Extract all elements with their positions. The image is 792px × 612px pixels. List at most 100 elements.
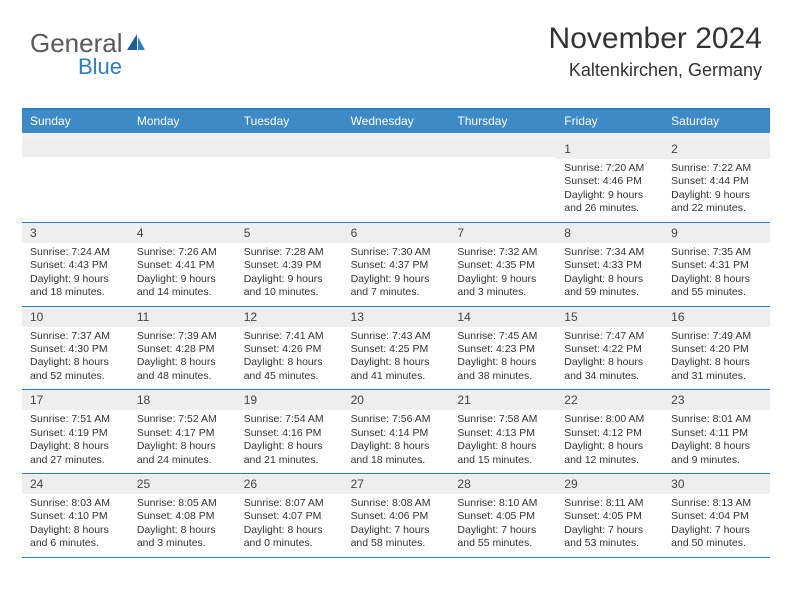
daylight-text-1: Daylight: 8 hours xyxy=(137,524,232,537)
sunrise-text: Sunrise: 8:10 AM xyxy=(457,497,552,510)
calendar-day-cell: 18Sunrise: 7:52 AMSunset: 4:17 PMDayligh… xyxy=(129,390,236,473)
sunset-text: Sunset: 4:20 PM xyxy=(671,343,766,356)
sunset-text: Sunset: 4:41 PM xyxy=(137,259,232,272)
daylight-text-2: and 55 minutes. xyxy=(671,286,766,299)
daylight-text-1: Daylight: 8 hours xyxy=(351,356,446,369)
weekday-header: Monday xyxy=(129,110,236,133)
day-details: Sunrise: 7:39 AMSunset: 4:28 PMDaylight:… xyxy=(129,327,236,390)
day-number xyxy=(449,139,556,157)
day-number: 9 xyxy=(663,223,770,243)
daylight-text-1: Daylight: 8 hours xyxy=(244,440,339,453)
day-number xyxy=(236,139,343,157)
day-number: 5 xyxy=(236,223,343,243)
daylight-text-1: Daylight: 8 hours xyxy=(671,356,766,369)
daylight-text-2: and 3 minutes. xyxy=(137,537,232,550)
daylight-text-2: and 48 minutes. xyxy=(137,370,232,383)
day-details: Sunrise: 7:20 AMSunset: 4:46 PMDaylight:… xyxy=(556,159,663,222)
sunset-text: Sunset: 4:44 PM xyxy=(671,175,766,188)
calendar-day-cell: 16Sunrise: 7:49 AMSunset: 4:20 PMDayligh… xyxy=(663,307,770,390)
daylight-text-1: Daylight: 9 hours xyxy=(564,189,659,202)
day-number: 8 xyxy=(556,223,663,243)
day-details: Sunrise: 8:10 AMSunset: 4:05 PMDaylight:… xyxy=(449,494,556,557)
calendar-day-cell: 22Sunrise: 8:00 AMSunset: 4:12 PMDayligh… xyxy=(556,390,663,473)
daylight-text-2: and 24 minutes. xyxy=(137,454,232,467)
day-details: Sunrise: 8:03 AMSunset: 4:10 PMDaylight:… xyxy=(22,494,129,557)
sunset-text: Sunset: 4:11 PM xyxy=(671,427,766,440)
calendar-day-cell: 3Sunrise: 7:24 AMSunset: 4:43 PMDaylight… xyxy=(22,223,129,306)
day-details: Sunrise: 7:28 AMSunset: 4:39 PMDaylight:… xyxy=(236,243,343,306)
weekday-header: Friday xyxy=(556,110,663,133)
day-number: 16 xyxy=(663,307,770,327)
calendar-day-cell: 25Sunrise: 8:05 AMSunset: 4:08 PMDayligh… xyxy=(129,474,236,557)
daylight-text-1: Daylight: 9 hours xyxy=(30,273,125,286)
day-number: 2 xyxy=(663,139,770,159)
daylight-text-1: Daylight: 8 hours xyxy=(30,356,125,369)
daylight-text-2: and 45 minutes. xyxy=(244,370,339,383)
sunset-text: Sunset: 4:13 PM xyxy=(457,427,552,440)
daylight-text-2: and 15 minutes. xyxy=(457,454,552,467)
day-details: Sunrise: 7:30 AMSunset: 4:37 PMDaylight:… xyxy=(343,243,450,306)
sunset-text: Sunset: 4:19 PM xyxy=(30,427,125,440)
calendar-day-cell xyxy=(236,139,343,222)
calendar-week-row: 3Sunrise: 7:24 AMSunset: 4:43 PMDaylight… xyxy=(22,223,770,307)
sunrise-text: Sunrise: 7:24 AM xyxy=(30,246,125,259)
daylight-text-1: Daylight: 8 hours xyxy=(671,440,766,453)
daylight-text-2: and 18 minutes. xyxy=(351,454,446,467)
day-number: 20 xyxy=(343,390,450,410)
day-details xyxy=(449,157,556,213)
day-number: 28 xyxy=(449,474,556,494)
daylight-text-1: Daylight: 8 hours xyxy=(564,356,659,369)
day-number: 3 xyxy=(22,223,129,243)
daylight-text-2: and 53 minutes. xyxy=(564,537,659,550)
daylight-text-2: and 0 minutes. xyxy=(244,537,339,550)
sunrise-text: Sunrise: 7:51 AM xyxy=(30,413,125,426)
sunrise-text: Sunrise: 7:45 AM xyxy=(457,330,552,343)
daylight-text-1: Daylight: 7 hours xyxy=(457,524,552,537)
daylight-text-2: and 41 minutes. xyxy=(351,370,446,383)
day-details: Sunrise: 7:58 AMSunset: 4:13 PMDaylight:… xyxy=(449,410,556,473)
daylight-text-2: and 31 minutes. xyxy=(671,370,766,383)
sunrise-text: Sunrise: 7:20 AM xyxy=(564,162,659,175)
calendar-day-cell: 19Sunrise: 7:54 AMSunset: 4:16 PMDayligh… xyxy=(236,390,343,473)
sunrise-text: Sunrise: 7:32 AM xyxy=(457,246,552,259)
daylight-text-1: Daylight: 8 hours xyxy=(457,440,552,453)
sunset-text: Sunset: 4:22 PM xyxy=(564,343,659,356)
daylight-text-2: and 55 minutes. xyxy=(457,537,552,550)
day-details: Sunrise: 7:54 AMSunset: 4:16 PMDaylight:… xyxy=(236,410,343,473)
sunset-text: Sunset: 4:26 PM xyxy=(244,343,339,356)
calendar-day-cell xyxy=(343,139,450,222)
daylight-text-1: Daylight: 9 hours xyxy=(244,273,339,286)
calendar-day-cell: 27Sunrise: 8:08 AMSunset: 4:06 PMDayligh… xyxy=(343,474,450,557)
calendar-day-cell: 9Sunrise: 7:35 AMSunset: 4:31 PMDaylight… xyxy=(663,223,770,306)
daylight-text-1: Daylight: 8 hours xyxy=(244,524,339,537)
calendar-day-cell: 20Sunrise: 7:56 AMSunset: 4:14 PMDayligh… xyxy=(343,390,450,473)
sunrise-text: Sunrise: 7:54 AM xyxy=(244,413,339,426)
brand-logo: General Blue xyxy=(30,28,147,59)
day-number: 18 xyxy=(129,390,236,410)
day-details: Sunrise: 8:08 AMSunset: 4:06 PMDaylight:… xyxy=(343,494,450,557)
sunrise-text: Sunrise: 8:05 AM xyxy=(137,497,232,510)
logo-text-blue: Blue xyxy=(78,54,122,80)
sunrise-text: Sunrise: 7:47 AM xyxy=(564,330,659,343)
day-number: 27 xyxy=(343,474,450,494)
sunrise-text: Sunrise: 7:52 AM xyxy=(137,413,232,426)
daylight-text-2: and 14 minutes. xyxy=(137,286,232,299)
sunrise-text: Sunrise: 7:26 AM xyxy=(137,246,232,259)
sunset-text: Sunset: 4:07 PM xyxy=(244,510,339,523)
sunset-text: Sunset: 4:05 PM xyxy=(564,510,659,523)
daylight-text-1: Daylight: 8 hours xyxy=(137,356,232,369)
day-details: Sunrise: 7:45 AMSunset: 4:23 PMDaylight:… xyxy=(449,327,556,390)
sunrise-text: Sunrise: 7:28 AM xyxy=(244,246,339,259)
calendar-day-cell: 11Sunrise: 7:39 AMSunset: 4:28 PMDayligh… xyxy=(129,307,236,390)
daylight-text-2: and 10 minutes. xyxy=(244,286,339,299)
daylight-text-1: Daylight: 8 hours xyxy=(351,440,446,453)
calendar-day-cell: 2Sunrise: 7:22 AMSunset: 4:44 PMDaylight… xyxy=(663,139,770,222)
day-number: 11 xyxy=(129,307,236,327)
day-number xyxy=(129,139,236,157)
day-details: Sunrise: 7:56 AMSunset: 4:14 PMDaylight:… xyxy=(343,410,450,473)
daylight-text-2: and 9 minutes. xyxy=(671,454,766,467)
sunset-text: Sunset: 4:46 PM xyxy=(564,175,659,188)
day-number: 30 xyxy=(663,474,770,494)
day-details: Sunrise: 7:26 AMSunset: 4:41 PMDaylight:… xyxy=(129,243,236,306)
sunrise-text: Sunrise: 8:01 AM xyxy=(671,413,766,426)
